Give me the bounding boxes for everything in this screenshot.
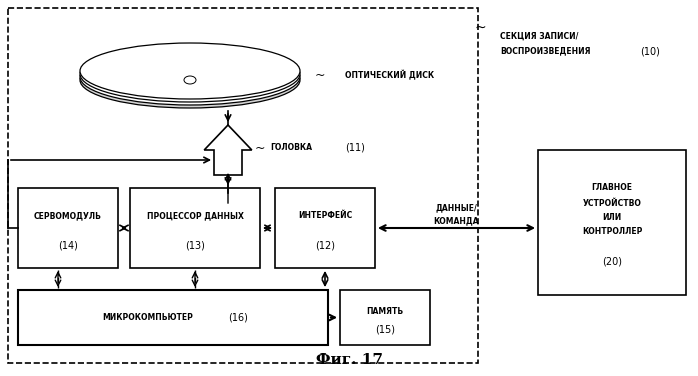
Text: ИНТЕРФЕЙС: ИНТЕРФЕЙС [298, 211, 352, 220]
Text: СЕРВОМОДУЛЬ: СЕРВОМОДУЛЬ [34, 211, 102, 220]
Text: ПАМЯТЬ: ПАМЯТЬ [366, 308, 403, 317]
Text: (14): (14) [58, 241, 78, 251]
Bar [538, 150, 686, 295]
Bar [18, 188, 118, 268]
Text: ~: ~ [255, 141, 265, 155]
Text: ПРОЦЕССОР ДАННЫХ: ПРОЦЕССОР ДАННЫХ [147, 211, 244, 220]
Ellipse shape [80, 46, 300, 102]
Ellipse shape [80, 43, 300, 99]
Text: КОНТРОЛЛЕР: КОНТРОЛЛЕР [582, 227, 642, 237]
Text: МИКРОКОМПЬЮТЕР: МИКРОКОМПЬЮТЕР [103, 313, 193, 322]
Text: ~: ~ [315, 68, 325, 82]
Text: (10): (10) [640, 46, 660, 56]
Bar [275, 188, 375, 268]
Text: ГОЛОВКА: ГОЛОВКА [270, 144, 312, 153]
Bar [340, 290, 430, 345]
Text: ГЛАВНОЕ: ГЛАВНОЕ [591, 183, 632, 193]
Text: (20): (20) [602, 257, 622, 267]
Ellipse shape [80, 49, 300, 105]
Text: (11): (11) [345, 143, 365, 153]
Text: УСТРОЙСТВО: УСТРОЙСТВО [583, 200, 641, 209]
Text: (16): (16) [228, 312, 248, 323]
Bar [18, 290, 328, 345]
Text: Фиг. 17: Фиг. 17 [315, 353, 383, 367]
Text: КОМАНДА: КОМАНДА [433, 217, 480, 226]
Text: ИЛИ: ИЛИ [602, 214, 622, 223]
Text: ОПТИЧЕСКИЙ ДИСК: ОПТИЧЕСКИЙ ДИСК [345, 70, 434, 80]
Bar [130, 188, 260, 268]
Bar [8, 8, 478, 363]
Text: ~: ~ [474, 21, 486, 35]
Text: (12): (12) [315, 241, 335, 251]
Polygon shape [205, 125, 252, 175]
Text: (15): (15) [375, 325, 395, 335]
Text: ВОСПРОИЗВЕДЕНИЯ: ВОСПРОИЗВЕДЕНИЯ [500, 46, 591, 55]
Ellipse shape [80, 52, 300, 108]
Text: (13): (13) [185, 241, 205, 251]
Text: ДАННЫЕ/: ДАННЫЕ/ [436, 203, 477, 212]
Text: СЕКЦИЯ ЗАПИСИ/: СЕКЦИЯ ЗАПИСИ/ [500, 32, 579, 41]
Ellipse shape [184, 76, 196, 84]
